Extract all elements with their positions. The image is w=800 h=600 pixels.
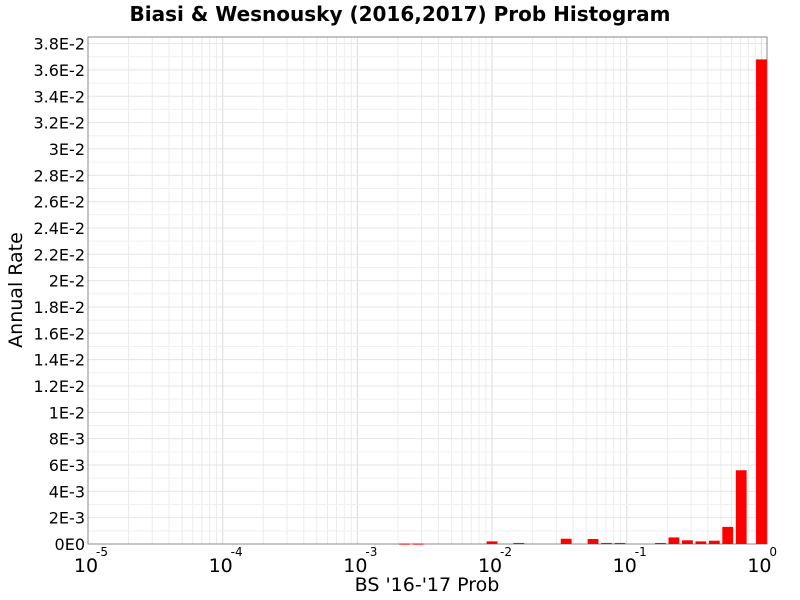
histogram-bar [513, 542, 525, 544]
histogram-bar [412, 543, 424, 545]
x-tick-label: 10 [74, 555, 98, 577]
y-tick-label: 2E-2 [49, 272, 85, 291]
histogram-bar [708, 540, 720, 544]
y-tick-label: 1.6E-2 [33, 324, 85, 343]
chart-title: Biasi & Wesnousky (2016,2017) Prob Histo… [130, 2, 671, 26]
y-tick-label: 1E-2 [49, 403, 85, 422]
y-tick-label: 2.6E-2 [33, 193, 85, 212]
y-tick-label: 8E-3 [49, 430, 85, 449]
y-tick-label: 2.4E-2 [33, 219, 85, 238]
x-axis-label: BS '16-'17 Prob [355, 574, 500, 596]
y-tick-label: 6E-3 [49, 456, 85, 475]
histogram-bar [722, 526, 734, 544]
histogram-bar [486, 541, 498, 544]
y-tick-label: 2.2E-2 [33, 245, 85, 264]
y-tick-label: 2E-3 [49, 509, 85, 528]
x-tick-exponent: -1 [635, 545, 647, 559]
y-axis-label: Annual Rate [5, 232, 27, 348]
histogram-bar [735, 470, 747, 544]
x-tick-label: 10 [613, 555, 637, 577]
histogram-bar [695, 541, 707, 544]
y-tick-label: 4E-3 [49, 482, 85, 501]
x-tick-exponent: 0 [769, 545, 777, 559]
plot-area [87, 36, 768, 545]
x-tick-exponent: -2 [500, 545, 512, 559]
y-tick-label: 1.2E-2 [33, 377, 85, 396]
y-tick-label: 2.8E-2 [33, 166, 85, 185]
x-tick-exponent: -4 [231, 545, 243, 559]
histogram-bar [399, 543, 410, 545]
x-tick-label: 10 [747, 555, 771, 577]
y-tick-label: 3.6E-2 [33, 61, 85, 80]
x-tick-exponent: -5 [96, 545, 108, 559]
histogram-bar [601, 542, 612, 544]
x-tick-label: 10 [209, 555, 233, 577]
y-axis-ticks: 0E0 2E-3 4E-3 6E-3 8E-3 1E-2 1.2E-2 1.4E-2 1.6E-… [33, 35, 85, 554]
grid-lines [87, 37, 767, 545]
y-tick-label: 3.2E-2 [33, 114, 85, 133]
histogram-bar [614, 542, 626, 544]
histogram-bar [756, 59, 767, 544]
y-tick-label: 1.8E-2 [33, 298, 85, 317]
y-tick-label: 3.4E-2 [33, 87, 85, 106]
y-tick-label: 3E-2 [49, 140, 85, 159]
x-tick-label: 10 [478, 555, 502, 577]
histogram-bar [668, 537, 680, 544]
y-tick-label: 0E0 [55, 535, 85, 554]
y-tick-label: 3.8E-2 [33, 35, 85, 54]
x-tick-exponent: -3 [365, 545, 377, 559]
y-tick-label: 1.4E-2 [33, 351, 85, 370]
histogram-bar [560, 538, 572, 544]
x-tick-label: 10 [343, 555, 367, 577]
histogram-bar [655, 542, 666, 544]
histogram-bar [587, 538, 599, 544]
histogram-bar [681, 540, 693, 544]
bar-series [399, 59, 767, 545]
